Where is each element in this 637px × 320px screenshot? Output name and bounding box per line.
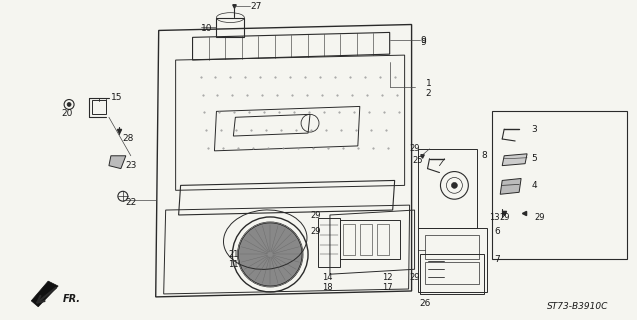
- Text: 9: 9: [420, 38, 426, 47]
- Text: 18: 18: [322, 283, 333, 292]
- Text: 25: 25: [413, 156, 423, 165]
- Bar: [418, 228, 487, 292]
- Text: 8: 8: [482, 151, 487, 160]
- Text: 11: 11: [229, 260, 239, 269]
- Circle shape: [67, 102, 71, 107]
- Text: 23: 23: [126, 161, 137, 170]
- Bar: [420, 254, 484, 294]
- Text: 21: 21: [229, 250, 239, 259]
- Text: 29: 29: [534, 213, 545, 222]
- Bar: [424, 262, 479, 284]
- Text: 3: 3: [531, 124, 537, 134]
- Polygon shape: [502, 154, 527, 166]
- Text: 9: 9: [420, 36, 426, 45]
- Text: 27: 27: [250, 2, 262, 11]
- Bar: [217, 18, 245, 37]
- Text: 1: 1: [426, 79, 431, 88]
- Text: 17: 17: [382, 283, 392, 292]
- Bar: [318, 218, 340, 267]
- Text: 12: 12: [382, 273, 392, 282]
- Polygon shape: [500, 179, 521, 194]
- Text: 6: 6: [494, 227, 500, 236]
- Circle shape: [238, 223, 302, 286]
- Polygon shape: [109, 156, 126, 169]
- Bar: [418, 149, 477, 228]
- Bar: [376, 224, 389, 255]
- Text: 29: 29: [499, 213, 510, 222]
- Text: 15: 15: [111, 93, 122, 102]
- Text: 20: 20: [61, 109, 73, 118]
- Text: FR.: FR.: [63, 294, 81, 304]
- Bar: [340, 220, 399, 260]
- Polygon shape: [31, 281, 58, 307]
- Bar: [343, 224, 355, 255]
- Text: 5: 5: [531, 154, 537, 163]
- Text: 2: 2: [426, 89, 431, 98]
- Text: 29: 29: [310, 227, 320, 236]
- Text: 14: 14: [322, 273, 333, 282]
- Bar: [492, 111, 627, 260]
- Text: 22: 22: [126, 198, 137, 207]
- Text: 10: 10: [201, 24, 212, 33]
- Text: 26: 26: [420, 299, 431, 308]
- Text: 29: 29: [310, 212, 320, 220]
- Bar: [360, 224, 372, 255]
- Text: 4: 4: [531, 181, 537, 190]
- Text: 7: 7: [494, 255, 500, 264]
- Text: ST73-B3910C: ST73-B3910C: [547, 302, 608, 311]
- Text: 13: 13: [489, 213, 500, 222]
- Text: 28: 28: [122, 134, 133, 143]
- Bar: [92, 100, 106, 114]
- Text: 29: 29: [410, 273, 420, 282]
- Bar: [424, 235, 479, 260]
- Circle shape: [452, 182, 457, 188]
- Text: 29: 29: [410, 144, 420, 153]
